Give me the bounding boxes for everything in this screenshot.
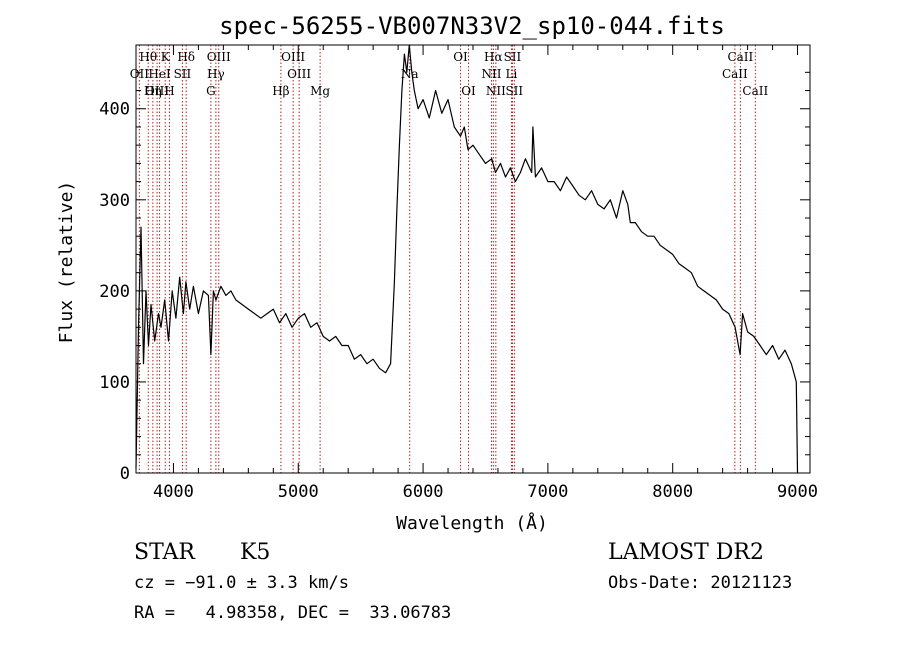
marker-label-22: Hβ [272,84,289,98]
marker-label-8: CaII [727,50,753,64]
marker-label-14: Na [401,67,419,81]
y-axis-label: Flux (relative) [56,181,77,344]
x-tick-label-4: 8000 [652,482,693,502]
marker-label-13: OIII [287,67,311,81]
y-tick-label-0: 0 [120,464,130,484]
x-tick-label-0: 4000 [153,482,194,502]
marker-label-7: SII [504,50,522,64]
marker-label-23: Mg [310,84,330,98]
y-tick-label-4: 400 [99,100,130,120]
marker-label-10: HeI [148,67,171,81]
y-tick-label-2: 200 [99,282,130,302]
x-axis-label: Wavelength (Å) [396,512,548,534]
marker-label-0: Hθ [139,50,157,64]
plot-axes [135,44,811,474]
marker-label-19: Hη [144,84,162,98]
spectrum-series [135,44,799,474]
marker-label-18: OIII [145,84,169,98]
chart-title: spec-56255-VB007N33V2_sp10-044.fits [219,12,725,40]
x-tick-label-3: 7000 [527,482,568,502]
marker-label-3: OIII [207,50,231,64]
x-tick-label-5: 9000 [777,482,818,502]
x-tick-label-1: 5000 [278,482,319,502]
marker-label-2: Hδ [177,50,195,64]
coordinates: RA = 4.98358, DEC = 33.06783 [134,603,452,623]
y-tick-label-1: 100 [99,373,130,393]
spectrum-line-0 [135,44,799,474]
object-subclass: K5 [240,540,271,565]
survey-label: LAMOST DR2 [608,540,764,565]
marker-label-27: CaII [742,84,768,98]
marker-label-26: SII [505,84,523,98]
object-class: STAR [134,540,195,565]
redshift-cz: cz = −91.0 ± 3.3 km/s [134,573,349,593]
marker-label-15: NII [481,67,501,81]
marker-label-12: Hγ [207,67,225,81]
y-tick-label-3: 300 [99,191,130,211]
marker-label-11: SII [174,67,192,81]
spectral-line-markers [138,45,756,473]
axis-ticks: 4000 5000 6000 7000 8000 9000 0 100 200 300 400 [99,45,818,502]
observation-date: Obs-Date: 20121123 [608,573,793,593]
marker-label-9: OII [130,67,150,81]
marker-label-24: OI [461,84,476,98]
marker-label-21: G [206,84,216,98]
marker-label-16: Li [506,67,518,81]
marker-label-4: OIII [281,50,305,64]
marker-label-20: H [164,84,174,98]
marker-label-1: K [161,50,171,64]
marker-label-5: OI [453,50,468,64]
marker-label-25: NII [486,84,506,98]
plot-frame [135,44,811,474]
marker-label-6: Hα [484,50,503,64]
x-tick-label-2: 6000 [403,482,444,502]
marker-label-17: CaII [722,67,748,81]
